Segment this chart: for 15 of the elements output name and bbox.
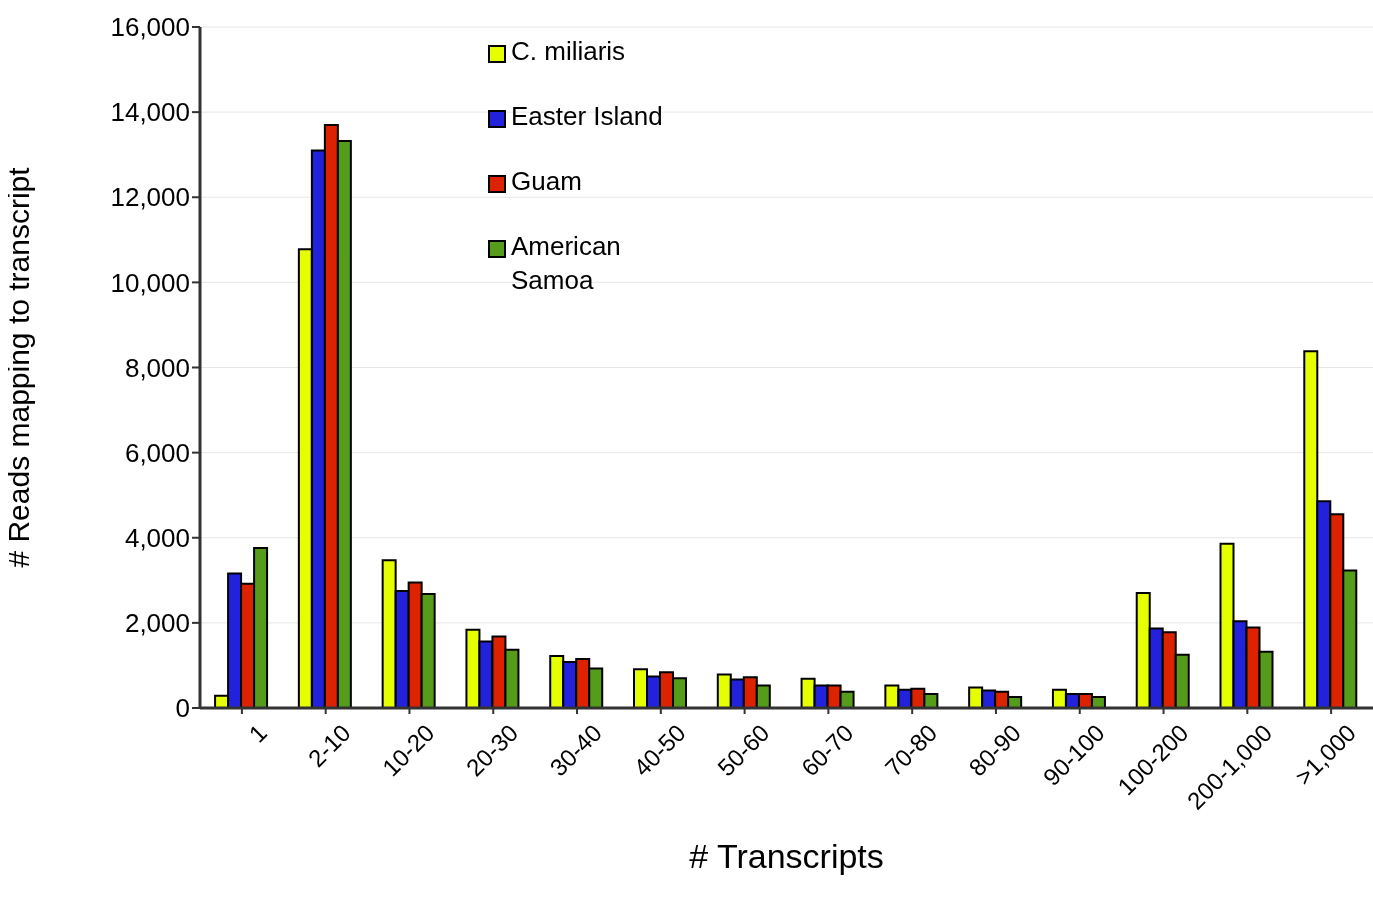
y-tick-label: 14,000 [110, 97, 190, 128]
y-tick-label: 6,000 [124, 437, 190, 468]
legend-label: Guam [511, 165, 582, 198]
y-tick-label: 10,000 [110, 267, 190, 298]
legend-label: C. miliaris [511, 35, 626, 68]
x-axis-title: # Transcripts [689, 837, 884, 875]
y-tick-label: 4,000 [124, 522, 190, 553]
y-tick-label: 16,000 [110, 12, 190, 43]
x-tick-label: 1 [243, 718, 272, 748]
legend-label: Easter Island [511, 100, 663, 133]
y-tick-label: 2,000 [124, 608, 190, 639]
y-tick-label: 0 [175, 693, 190, 724]
legend-label: American Samoa [511, 230, 622, 297]
y-tick-label: 8,000 [124, 352, 190, 383]
y-tick-label: 12,000 [110, 182, 190, 213]
